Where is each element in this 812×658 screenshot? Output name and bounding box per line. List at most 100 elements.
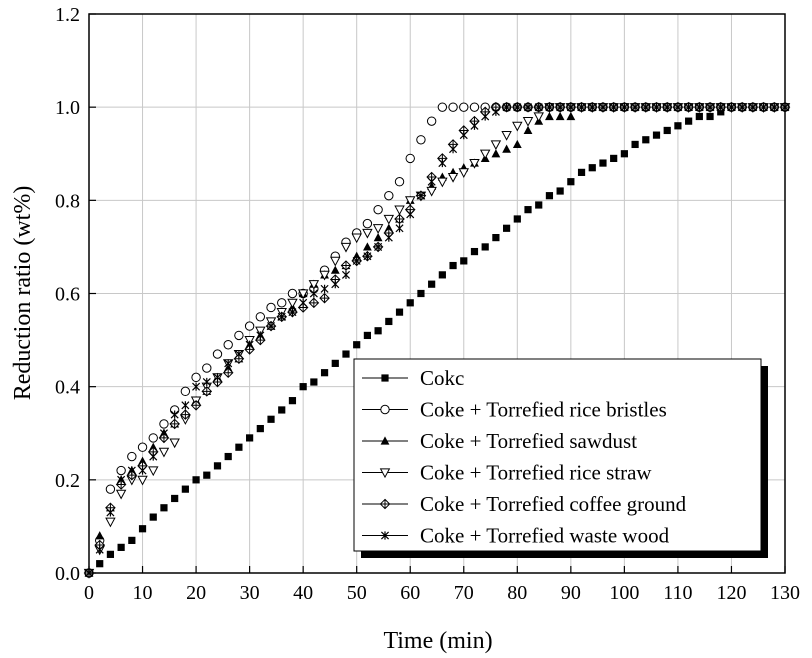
data-point — [106, 508, 115, 517]
data-point — [620, 150, 628, 158]
data-point — [577, 103, 586, 112]
data-point — [469, 102, 480, 112]
data-point — [340, 260, 352, 271]
data-point — [459, 131, 468, 140]
legend-label: Coke + Torrefied rice straw — [420, 461, 652, 485]
data-point — [255, 326, 266, 337]
data-point — [384, 190, 394, 201]
data-point — [512, 139, 522, 149]
x-tick-label: 60 — [400, 582, 420, 604]
data-point — [406, 299, 414, 307]
data-point — [299, 298, 308, 307]
data-point — [138, 466, 147, 475]
data-point — [235, 443, 243, 451]
x-tick-label: 120 — [716, 582, 746, 604]
data-point — [138, 525, 147, 533]
x-tick-label: 50 — [347, 582, 367, 604]
data-point — [470, 121, 479, 130]
data-point — [577, 168, 586, 176]
data-point — [244, 321, 255, 331]
data-point — [481, 243, 489, 251]
data-point — [522, 117, 534, 127]
legend-marker — [379, 468, 391, 479]
data-point — [374, 327, 382, 335]
legend-marker — [381, 374, 389, 382]
data-point — [309, 289, 318, 298]
y-tick-label: 0.2 — [55, 470, 80, 492]
data-point — [181, 485, 189, 493]
data-point — [277, 312, 286, 321]
data-point — [330, 265, 340, 274]
data-point — [170, 410, 179, 419]
legend: Cokc Coke + Torrefied rice bristles Coke +… — [353, 358, 768, 558]
data-point — [416, 191, 425, 200]
data-point — [652, 103, 661, 112]
data-point — [545, 103, 554, 112]
data-point — [331, 280, 340, 289]
data-point — [340, 242, 352, 253]
data-point — [663, 126, 671, 135]
data-point — [545, 192, 554, 200]
x-tick-label: 30 — [240, 582, 260, 604]
data-point — [362, 228, 373, 239]
data-point — [394, 213, 405, 225]
data-point — [759, 103, 768, 112]
x-tick-label: 10 — [133, 582, 153, 604]
data-point — [222, 367, 234, 378]
data-point — [405, 153, 415, 164]
data-point — [267, 322, 276, 331]
data-point — [460, 257, 468, 265]
data-point — [395, 308, 404, 316]
data-point — [190, 399, 202, 411]
data-point — [201, 386, 213, 397]
data-point — [330, 256, 341, 267]
y-tick-label: 1.0 — [55, 97, 80, 119]
data-point — [652, 131, 661, 139]
data-point — [384, 233, 393, 242]
data-point — [556, 103, 565, 112]
legend-marker — [380, 436, 390, 445]
data-point — [748, 103, 757, 112]
data-point — [437, 102, 448, 112]
data-point — [148, 433, 158, 443]
legend-label: Cokc — [420, 366, 464, 390]
data-point — [426, 116, 437, 126]
legend-marker — [379, 498, 391, 510]
data-point — [117, 475, 126, 484]
data-point — [383, 214, 395, 225]
data-point — [641, 103, 650, 112]
data-point — [567, 178, 575, 186]
data-point — [502, 103, 511, 112]
data-point — [277, 298, 287, 308]
data-point — [395, 224, 404, 233]
data-point — [438, 158, 447, 168]
data-point — [491, 149, 501, 158]
data-point — [449, 261, 457, 270]
data-point — [674, 122, 682, 130]
legend-label: Coke + Torrefied sawdust — [420, 429, 637, 453]
data-point — [447, 172, 459, 183]
data-point — [490, 140, 502, 151]
data-point — [213, 373, 222, 382]
data-point — [363, 331, 371, 340]
data-point — [127, 451, 137, 462]
data-point — [353, 341, 361, 349]
data-point — [620, 103, 629, 112]
data-point — [331, 359, 339, 367]
data-point — [320, 284, 329, 293]
data-point — [137, 442, 148, 452]
data-point — [287, 298, 298, 309]
series-6 — [84, 103, 790, 578]
data-point — [363, 252, 372, 261]
data-point — [727, 103, 736, 112]
legend-box — [353, 358, 762, 552]
data-point — [770, 103, 779, 112]
data-point — [502, 144, 511, 153]
x-tick-label: 80 — [507, 582, 527, 604]
data-point — [169, 438, 180, 449]
legend-label: Coke + Torrefied waste wood — [420, 524, 670, 548]
data-point — [171, 494, 179, 503]
data-point — [374, 242, 383, 252]
data-point — [256, 331, 265, 340]
